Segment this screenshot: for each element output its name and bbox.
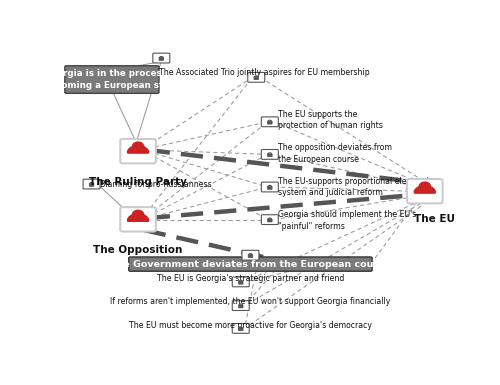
FancyBboxPatch shape	[254, 77, 258, 80]
FancyBboxPatch shape	[268, 154, 272, 157]
Text: The Associated Trio jointly aspires for EU membership: The Associated Trio jointly aspires for …	[158, 68, 370, 77]
FancyBboxPatch shape	[129, 257, 372, 271]
Text: The EU: The EU	[414, 214, 455, 224]
FancyBboxPatch shape	[120, 139, 156, 163]
FancyBboxPatch shape	[159, 57, 164, 60]
Text: The EU is Georgia's strategic partner and friend: The EU is Georgia's strategic partner an…	[157, 274, 344, 283]
FancyBboxPatch shape	[83, 179, 100, 189]
Text: The opposition deviates from
the European course: The opposition deviates from the Europea…	[278, 144, 392, 164]
Text: If reforms aren't implemented, the EU won't support Georgia financially: If reforms aren't implemented, the EU wo…	[110, 298, 390, 306]
FancyBboxPatch shape	[238, 305, 243, 308]
FancyBboxPatch shape	[232, 277, 249, 287]
FancyBboxPatch shape	[232, 323, 249, 333]
FancyBboxPatch shape	[232, 301, 249, 310]
Text: Blaming for pro-Russianness: Blaming for pro-Russianness	[100, 180, 212, 189]
FancyBboxPatch shape	[262, 149, 278, 159]
FancyBboxPatch shape	[153, 53, 170, 63]
FancyBboxPatch shape	[248, 72, 264, 82]
Polygon shape	[128, 214, 148, 221]
FancyBboxPatch shape	[120, 207, 156, 231]
FancyBboxPatch shape	[65, 66, 159, 93]
Text: Georgia should implement the EU's
"painful" reforms: Georgia should implement the EU's "painf…	[278, 211, 416, 231]
FancyBboxPatch shape	[268, 219, 272, 222]
FancyBboxPatch shape	[238, 281, 243, 284]
Polygon shape	[414, 186, 436, 192]
FancyBboxPatch shape	[242, 250, 259, 260]
FancyBboxPatch shape	[238, 328, 243, 331]
FancyBboxPatch shape	[268, 121, 272, 124]
Text: The EU supports the
protection of human rights: The EU supports the protection of human …	[278, 110, 382, 131]
Text: The Ruling Party: The Ruling Party	[89, 177, 187, 187]
FancyBboxPatch shape	[268, 186, 272, 189]
FancyBboxPatch shape	[407, 179, 442, 203]
Polygon shape	[128, 146, 148, 152]
Text: The EU-supports proportional electoral
system and judicial reform: The EU-supports proportional electoral s…	[278, 177, 428, 197]
Circle shape	[132, 210, 143, 219]
FancyBboxPatch shape	[262, 182, 278, 192]
Text: The Opposition: The Opposition	[94, 245, 183, 255]
FancyBboxPatch shape	[90, 183, 94, 186]
Text: The Government deviates from the European course: The Government deviates from the Europea…	[110, 259, 390, 269]
FancyBboxPatch shape	[248, 254, 252, 258]
FancyBboxPatch shape	[262, 215, 278, 224]
Text: The EU must become more proactive for Georgia's democracy: The EU must become more proactive for Ge…	[129, 321, 372, 330]
Text: Georgia is in the process of
becoming a European state: Georgia is in the process of becoming a …	[44, 69, 180, 90]
FancyBboxPatch shape	[262, 117, 278, 127]
Circle shape	[132, 142, 143, 151]
Circle shape	[419, 182, 430, 191]
